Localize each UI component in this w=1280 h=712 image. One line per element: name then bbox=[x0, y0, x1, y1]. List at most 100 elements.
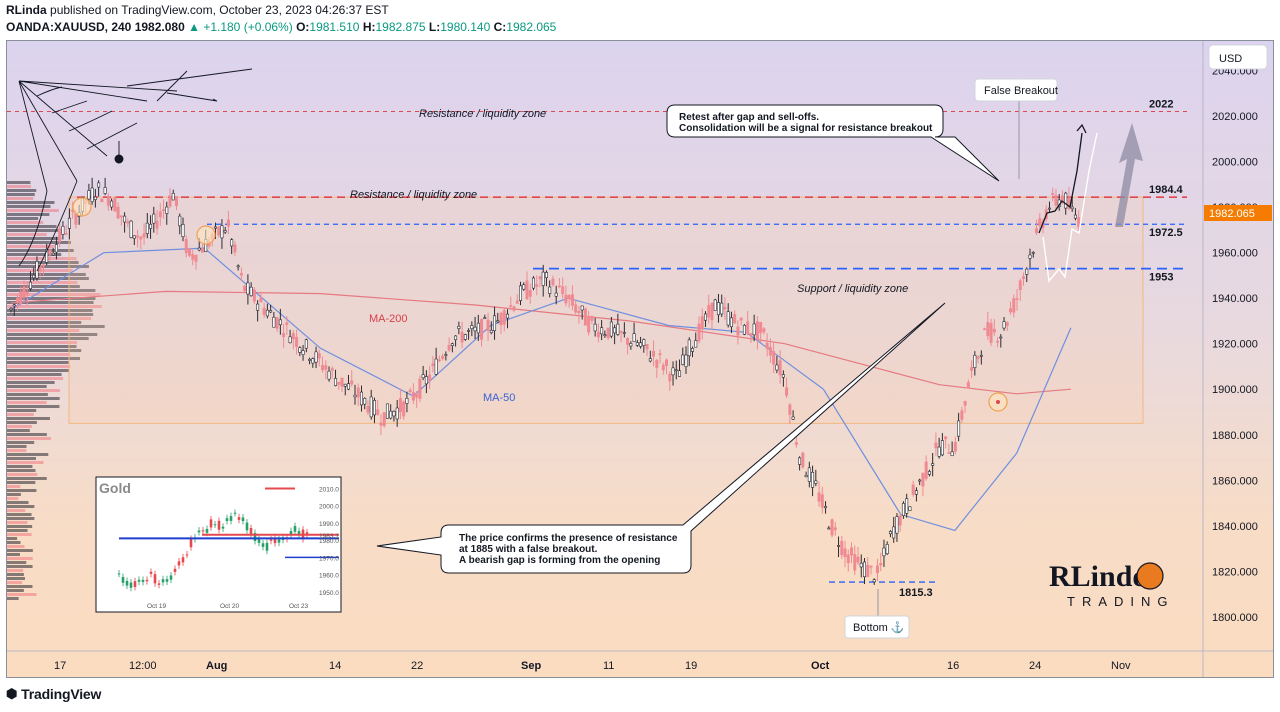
candle-body bbox=[947, 452, 951, 454]
candle-body bbox=[723, 307, 727, 310]
candle-body bbox=[372, 400, 376, 416]
volume-profile-bar bbox=[7, 313, 94, 316]
symbol-label: OANDA:XAUUSD, 240 bbox=[6, 20, 132, 34]
candle-body bbox=[914, 490, 918, 495]
candle-body bbox=[162, 209, 166, 212]
candle-body bbox=[512, 306, 516, 311]
inset-body bbox=[189, 538, 193, 548]
candle-body bbox=[716, 302, 720, 316]
candle-body bbox=[999, 336, 1003, 339]
inset-body bbox=[173, 568, 177, 572]
volume-profile-bar bbox=[7, 241, 71, 244]
callout-top-bubble bbox=[666, 104, 1000, 182]
inset-y-label: 1983.1 bbox=[319, 533, 339, 540]
candle-body bbox=[824, 506, 828, 509]
inset-body bbox=[149, 571, 153, 574]
candle-body bbox=[223, 230, 227, 233]
price-chart[interactable]: 1800.000 1820.000 1840.000 1860.000 1880.000… bbox=[7, 41, 1273, 677]
candle-body bbox=[509, 305, 513, 307]
candle-body bbox=[973, 355, 977, 368]
volume-profile-bar bbox=[7, 397, 60, 400]
volume-profile-bar bbox=[7, 385, 47, 388]
candle-body bbox=[506, 313, 510, 319]
forecast-path-white bbox=[1042, 132, 1098, 283]
volume-profile-bar bbox=[7, 545, 25, 548]
candle-body bbox=[736, 326, 740, 336]
candle-body bbox=[486, 319, 490, 331]
tradingview-brand-label: TradingView bbox=[21, 686, 102, 702]
inset-body bbox=[141, 579, 145, 582]
candle-body bbox=[794, 442, 798, 445]
candle-body bbox=[944, 436, 948, 440]
candle-body bbox=[966, 382, 970, 389]
candle-body bbox=[830, 519, 834, 536]
volume-profile-bar bbox=[7, 333, 98, 336]
candle-body bbox=[515, 300, 519, 304]
candle-body bbox=[392, 411, 396, 417]
candle-body bbox=[178, 215, 182, 227]
candle-body bbox=[882, 547, 886, 557]
candle-body bbox=[317, 353, 321, 359]
inset-body bbox=[121, 576, 125, 583]
candle-body bbox=[931, 463, 935, 466]
inset-body bbox=[213, 524, 217, 526]
candle-body bbox=[22, 286, 26, 298]
candle-body bbox=[217, 226, 221, 236]
candle-body bbox=[1077, 217, 1081, 228]
spider-web-icon bbox=[18, 68, 253, 272]
candle-body bbox=[940, 440, 944, 456]
volume-profile-bar bbox=[7, 509, 26, 512]
forecast-arrowhead-black bbox=[1076, 123, 1087, 134]
tradingview-footer[interactable]: ⬢ TradingView bbox=[6, 686, 101, 702]
range-box bbox=[68, 196, 1144, 424]
inset-y-label: 2000.0 bbox=[319, 504, 339, 511]
ma50-label: MA-50 bbox=[483, 392, 515, 404]
candle-body bbox=[272, 316, 276, 328]
candle-body bbox=[350, 380, 354, 385]
candle-body bbox=[194, 254, 198, 262]
currency-button[interactable] bbox=[1208, 44, 1268, 70]
x-tick-label: 19 bbox=[685, 660, 697, 672]
y-tick-label: 1880.000 bbox=[1212, 430, 1258, 442]
x-tick-label: Sep bbox=[521, 660, 541, 672]
candle-body bbox=[493, 315, 497, 331]
candle-body bbox=[1028, 254, 1032, 259]
pumpkin-icon bbox=[1136, 562, 1164, 590]
volume-profile-bar bbox=[7, 257, 77, 260]
x-tick-label: 16 bbox=[947, 660, 959, 672]
candle-body bbox=[1038, 218, 1042, 226]
candle-body bbox=[379, 422, 383, 426]
volume-profile-bar bbox=[7, 525, 33, 528]
candle-body bbox=[200, 248, 204, 253]
volume-profile-bar bbox=[7, 597, 19, 600]
candle-body bbox=[1070, 206, 1074, 210]
time-axis[interactable]: 17 12:00 Aug 14 22 Sep 11 19 Oct 16 24 Nov bbox=[54, 660, 1131, 672]
inset-y-label: 1950.0 bbox=[319, 590, 339, 597]
candle-body bbox=[434, 358, 438, 375]
candle-body bbox=[19, 291, 23, 305]
candle-body bbox=[960, 410, 964, 420]
candle-body bbox=[395, 407, 399, 420]
volume-profile-bar bbox=[7, 305, 102, 308]
y-tick-label: 2000.000 bbox=[1212, 157, 1258, 169]
candle-body bbox=[304, 339, 308, 349]
inset-frame bbox=[95, 476, 342, 613]
price-axis[interactable]: 1800.000 1820.000 1840.000 1860.000 1880.000… bbox=[1212, 66, 1258, 624]
x-tick-label: Oct bbox=[811, 660, 830, 672]
candle-body bbox=[648, 358, 652, 362]
candle-body bbox=[733, 314, 737, 324]
volume-profile-bar bbox=[7, 437, 51, 440]
volume-profile-bar bbox=[7, 453, 49, 456]
candle-body bbox=[291, 333, 295, 340]
candle-body bbox=[992, 328, 996, 333]
candle-body bbox=[431, 363, 435, 366]
candle-body bbox=[93, 196, 97, 200]
inset-body bbox=[145, 579, 149, 582]
chart-panel[interactable]: 1800.000 1820.000 1840.000 1860.000 1880.000… bbox=[6, 40, 1274, 678]
volume-profile-bar bbox=[7, 229, 59, 232]
candle-body bbox=[950, 451, 954, 457]
candle-body bbox=[567, 295, 571, 300]
author-name[interactable]: RLinda bbox=[6, 3, 47, 17]
candle-body bbox=[593, 323, 597, 332]
volume-profile-bar bbox=[7, 473, 38, 476]
